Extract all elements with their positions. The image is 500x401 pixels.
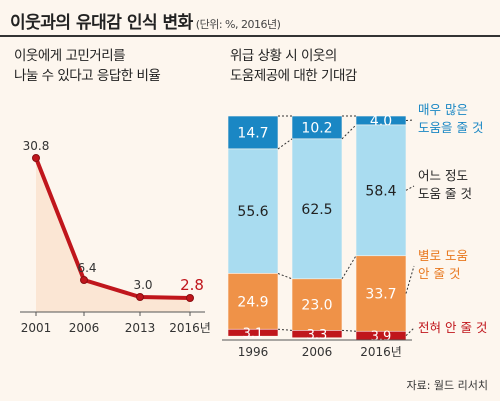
data-point-3 xyxy=(186,294,194,302)
right-subtitle-line-1: 위급 상황 시 이웃의 xyxy=(230,48,337,64)
left-subtitle-line-1: 이웃에게 고민거리를 xyxy=(14,48,126,64)
data-point-0 xyxy=(32,154,40,162)
bar-some-1 xyxy=(291,138,343,280)
data-point-1 xyxy=(80,276,88,284)
connector-0-2 xyxy=(277,273,293,280)
source-note: 자료: 월드 리서치 xyxy=(406,379,488,392)
bar-value-none-1: 3.3 xyxy=(307,328,328,343)
right-chart-subtitle: 위급 상황 시 이웃의 도움제공에 대한 기대감 xyxy=(230,46,430,86)
connector-1-3 xyxy=(341,329,357,332)
legend-label-little-0: 별로 도움 xyxy=(418,248,468,263)
bar-value-very-1: 10.2 xyxy=(301,120,332,136)
bar-none-1 xyxy=(291,330,343,339)
title-text: 이웃과의 유대감 인식 변화 xyxy=(10,13,193,33)
data-label-2: 3.0 xyxy=(133,278,152,292)
left-tick-label-0: 2001 xyxy=(21,321,52,335)
title-unit: (단위: %, 2016년) xyxy=(195,18,281,31)
right-tick-label-0: 1996 xyxy=(238,345,269,359)
legend-label-none-0: 전혀 안 줄 것 xyxy=(418,320,487,335)
bar-very-0 xyxy=(227,115,279,150)
legend-label-very-1: 도움을 줄 것 xyxy=(418,120,483,135)
legend-label-some-1: 도움 줄 것 xyxy=(418,186,472,201)
right-tick-label-2: 2016년 xyxy=(360,345,402,359)
bar-little-1 xyxy=(291,278,343,331)
left-tick-label-3: 2016년 xyxy=(169,321,211,335)
chart-title: 이웃과의 유대감 인식 변화 (단위: %, 2016년) xyxy=(10,8,281,33)
connector-1-1 xyxy=(341,124,357,140)
data-label-3: 2.8 xyxy=(180,276,204,294)
legend-label-little-1: 안 줄 것 xyxy=(418,266,460,281)
bar-value-very-0: 14.7 xyxy=(237,125,268,141)
left-tick-label-1: 2006 xyxy=(69,321,100,335)
bar-value-some-2: 58.4 xyxy=(365,183,396,199)
data-label-0: 30.8 xyxy=(23,139,50,153)
bar-some-0 xyxy=(227,148,279,274)
bar-little-0 xyxy=(227,273,279,330)
left-tick-label-2: 2013 xyxy=(125,321,156,335)
bar-value-little-2: 33.7 xyxy=(365,287,396,303)
legend-leader-some xyxy=(405,185,415,191)
data-label-1: 6.4 xyxy=(77,261,96,275)
bar-none-0 xyxy=(227,328,279,337)
legend-label-some-0: 어느 정도 xyxy=(418,168,468,183)
area-fill xyxy=(36,158,190,312)
connector-0-3 xyxy=(277,328,293,331)
left-chart-subtitle: 이웃에게 고민거리를 나눌 수 있다고 응답한 비율 xyxy=(14,46,214,86)
bar-little-2 xyxy=(355,255,407,332)
bar-value-none-2: 3.9 xyxy=(371,330,392,345)
title-divider xyxy=(0,35,500,37)
trend-line xyxy=(34,157,191,300)
bar-value-little-0: 24.9 xyxy=(237,294,268,310)
bar-value-none-0: 3.1 xyxy=(243,327,264,342)
connector-0-1 xyxy=(277,138,293,150)
left-subtitle-line-2: 나눌 수 있다고 응답한 비율 xyxy=(14,68,161,84)
right-tick-label-1: 2006 xyxy=(302,345,333,359)
legend-leader-little xyxy=(405,265,415,294)
connector-1-2 xyxy=(341,255,357,280)
bar-value-some-0: 55.6 xyxy=(237,204,268,220)
legend-label-very-0: 매우 많은 xyxy=(418,102,468,117)
bar-some-2 xyxy=(355,124,407,257)
data-point-2 xyxy=(136,293,144,301)
bar-value-some-1: 62.5 xyxy=(301,202,332,218)
bar-value-little-1: 23.0 xyxy=(301,298,332,314)
right-subtitle-line-2: 도움제공에 대한 기대감 xyxy=(230,68,357,84)
legend-leader-none xyxy=(405,327,415,336)
